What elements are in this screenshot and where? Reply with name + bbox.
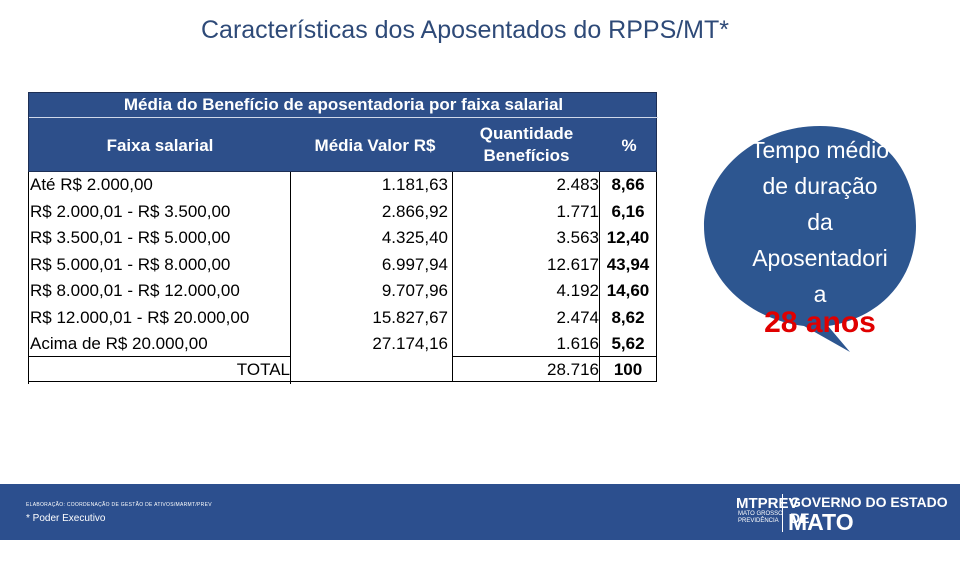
page-title: Características dos Aposentados do RPPS/… [200, 16, 730, 44]
header-quantidade-line2: Benefícios [483, 146, 570, 165]
bubble-line: da [807, 209, 833, 235]
info-bubble: Tempo médio de duração da Aposentadori a… [700, 122, 940, 354]
cell-media: 4.325,40 [381, 228, 448, 247]
cell-faixa: Acima de R$ 20.000,00 [30, 334, 208, 353]
mtprev-sub-line: PREVIDÊNCIA [738, 518, 779, 524]
footer-note: * Poder Executivo [26, 513, 106, 524]
mtprev-logo-sub: MATO GROSSO PREVIDÊNCIA [738, 511, 783, 525]
grid-line [28, 356, 290, 357]
total-percent: 100 [613, 360, 643, 379]
cell-faixa: R$ 2.000,01 - R$ 3.500,00 [30, 201, 231, 221]
bubble-line: a [813, 281, 827, 307]
bubble-line: de duração [762, 173, 878, 199]
mtprev-sub-line: MATO GROSSO [738, 511, 783, 517]
grid-line [656, 356, 657, 382]
table-caption: Média do Benefício de aposentadoria por … [123, 95, 564, 114]
cell-faixa: Até R$ 2.000,00 [30, 175, 153, 194]
grid-line [28, 172, 29, 384]
grid-line [599, 172, 600, 382]
government-line: GOVERNO DO ESTADO DE [790, 494, 948, 526]
cell-percent: 5,62 [611, 334, 645, 353]
cell-quantidade: 4.192 [556, 281, 599, 300]
cell-quantidade: 1.616 [556, 334, 599, 353]
cell-media: 1.181,63 [381, 175, 448, 194]
header-percent: % [621, 136, 637, 155]
grid-line [452, 356, 453, 382]
cell-quantidade: 3.563 [556, 228, 599, 247]
footer-bar: ELABORAÇÃO: COORDENAÇÃO DE GESTÃO DE ATI… [0, 484, 960, 562]
grid-line [28, 381, 657, 382]
cell-quantidade: 2.474 [556, 307, 599, 327]
cell-percent: 8,62 [611, 307, 645, 327]
cell-quantidade: 1.771 [556, 201, 599, 221]
cell-percent: 6,16 [611, 201, 645, 221]
logo-divider [782, 494, 783, 532]
cell-faixa: R$ 8.000,01 - R$ 12.000,00 [30, 281, 240, 300]
grid-line [290, 172, 291, 384]
total-label: TOTAL [236, 360, 290, 379]
grid-line [452, 356, 657, 357]
footer-source: ELABORAÇÃO: COORDENAÇÃO DE GESTÃO DE ATI… [26, 502, 212, 508]
bubble-shape [704, 126, 916, 352]
bubble-highlight: 28 anos [764, 306, 876, 339]
benefit-table: Média do Benefício de aposentadoria por … [28, 92, 658, 384]
cell-faixa: R$ 5.000,01 - R$ 8.000,00 [30, 254, 231, 274]
header-quantidade-line1: Quantidade [479, 124, 574, 143]
header-quantidade: Quantidade Benefícios [453, 123, 600, 167]
bubble-line: Tempo médio [750, 137, 890, 163]
cell-media: 2.866,92 [381, 201, 448, 221]
bubble-line: Aposentadori [752, 245, 888, 271]
cell-media: 27.174,16 [372, 334, 448, 353]
cell-percent: 12,40 [606, 228, 650, 247]
bubble-fill [704, 126, 916, 352]
cell-faixa: R$ 3.500,01 - R$ 5.000,00 [30, 228, 231, 247]
grid-line [28, 356, 29, 382]
cell-faixa: R$ 12.000,01 - R$ 20.000,00 [30, 307, 250, 327]
cell-percent: 14,60 [606, 281, 650, 300]
grid-line [656, 172, 657, 382]
cell-media: 15.827,67 [372, 307, 448, 327]
cell-percent: 8,66 [611, 175, 645, 194]
total-quantidade: 28.716 [547, 360, 599, 379]
cell-percent: 43,94 [606, 254, 650, 274]
header-faixa: Faixa salarial [106, 136, 214, 155]
cell-media: 6.997,94 [381, 254, 448, 274]
cell-quantidade: 2.483 [556, 175, 599, 194]
grid-line [452, 172, 453, 382]
cell-media: 9.707,96 [381, 281, 448, 300]
bubble-text: Tempo médio de duração da Aposentadori a [700, 132, 940, 312]
table-header-band: Média do Benefício de aposentadoria por … [28, 92, 658, 172]
cell-quantidade: 12.617 [547, 254, 599, 274]
state-line: MATO GROSSO [788, 509, 889, 562]
header-media: Média Valor R$ [314, 136, 436, 155]
header-divider [29, 117, 658, 118]
